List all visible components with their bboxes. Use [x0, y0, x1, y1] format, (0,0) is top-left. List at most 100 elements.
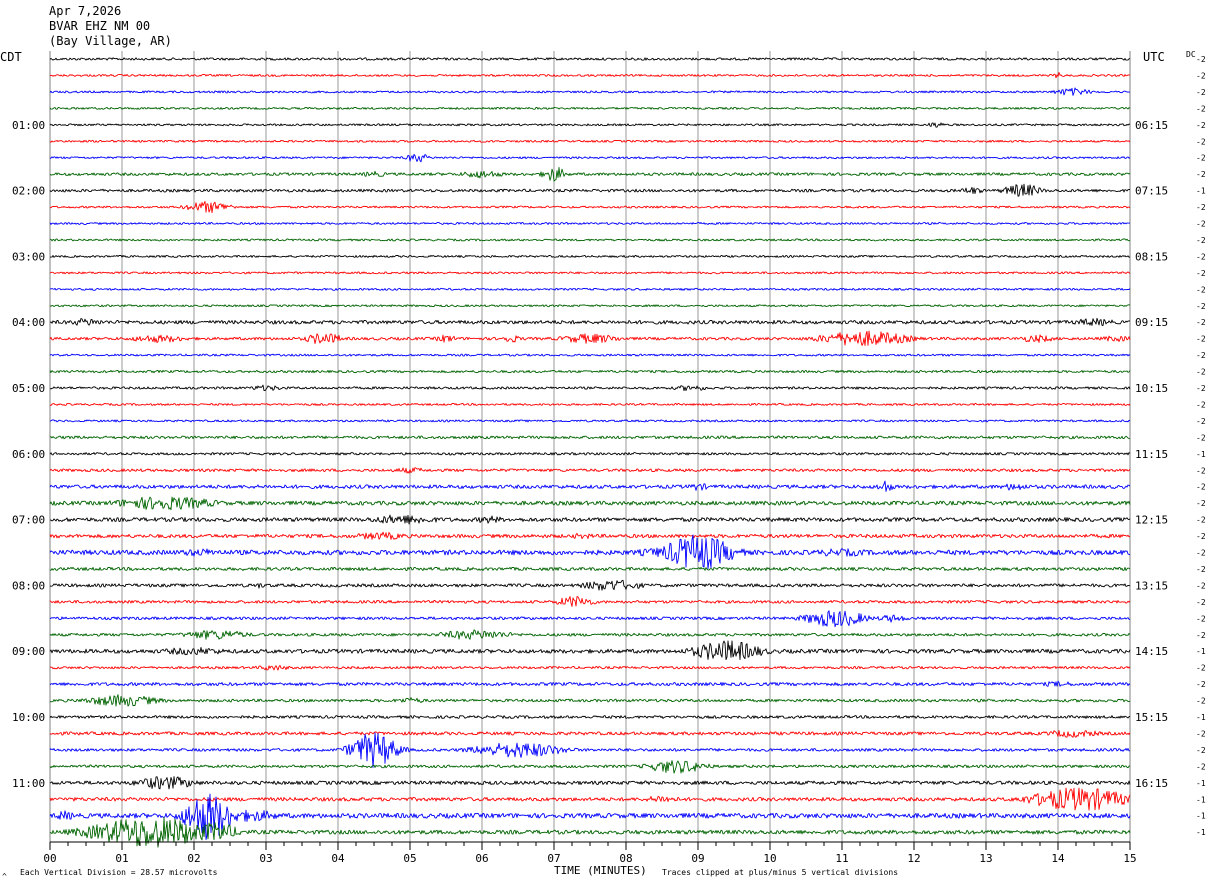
x-tick-label: 10 — [763, 852, 776, 865]
dc-offset-value: -2 — [1196, 384, 1206, 393]
dc-offset-header: DC — [1186, 50, 1196, 59]
trace-row-30 — [49, 534, 1131, 570]
dc-offset-value: -2 — [1196, 302, 1206, 311]
trace-row-8 — [49, 183, 1130, 197]
dc-offset-value: -2 — [1196, 318, 1206, 327]
dc-offset-value: -2 — [1196, 154, 1206, 163]
dc-offset-value: -2 — [1196, 516, 1206, 525]
dc-offset-value: -2 — [1196, 729, 1206, 738]
dc-offset-value: -2 — [1196, 549, 1206, 558]
x-tick-label: 04 — [331, 852, 345, 865]
right-hour-label: 10:15 — [1135, 382, 1168, 395]
right-hour-label: 13:15 — [1135, 579, 1168, 592]
dc-offset-value: -2 — [1196, 137, 1206, 146]
right-hour-label: 15:15 — [1135, 711, 1168, 724]
x-tick-label: 00 — [43, 852, 56, 865]
right-timezone-label: UTC — [1143, 50, 1165, 64]
trace-row-42 — [49, 732, 1131, 768]
left-hour-label: 01:00 — [12, 119, 45, 132]
trace-row-31 — [49, 566, 1131, 571]
dc-offset-labels: -2 -2 -2 -2 -2 -2 -2 -2 -1 -2 -2 -2 -2 -2 -2 -2 -2 -2 -2 -2… — [1196, 55, 1206, 837]
dc-offset-value: -2 — [1196, 664, 1206, 673]
trace-row-47 — [49, 817, 1131, 848]
dc-offset-value: -2 — [1196, 236, 1206, 245]
left-hour-label: 04:00 — [12, 316, 45, 329]
left-hour-label: 02:00 — [12, 185, 45, 198]
scale-note: Each Vertical Division = 28.57 microvolt… — [20, 868, 218, 877]
dc-offset-value: -2 — [1196, 598, 1206, 607]
dc-offset-value: -2 — [1196, 466, 1206, 475]
trace-row-37 — [49, 664, 1131, 671]
x-tick-label: 11 — [835, 852, 848, 865]
dc-offset-value: -2 — [1196, 121, 1206, 130]
trace-row-2 — [49, 87, 1130, 96]
x-tick-label: 07 — [547, 852, 560, 865]
dc-offset-value: -2 — [1196, 335, 1206, 344]
trace-row-32 — [49, 579, 1131, 591]
trace-row-21 — [49, 403, 1131, 406]
footer-mark: ^ — [2, 872, 7, 881]
x-tick-label: 13 — [979, 852, 992, 865]
dc-offset-value: -2 — [1196, 285, 1206, 294]
plot-date: Apr 7,2026 — [49, 4, 121, 18]
trace-row-28 — [49, 514, 1131, 525]
dc-offset-value: -2 — [1196, 203, 1206, 212]
trace-row-5 — [49, 139, 1131, 143]
right-hour-label: 09:15 — [1135, 316, 1168, 329]
trace-row-24 — [49, 452, 1131, 456]
trace-row-38 — [49, 680, 1131, 687]
dc-offset-value: -2 — [1196, 581, 1206, 590]
x-tick-label: 03 — [259, 852, 272, 865]
x-tick-label: 09 — [691, 852, 704, 865]
trace-row-29 — [49, 531, 1131, 540]
trace-row-1 — [49, 72, 1131, 79]
trace-row-13 — [49, 271, 1131, 275]
trace-row-9 — [49, 200, 1131, 214]
dc-offset-value: -2 — [1196, 417, 1206, 426]
x-axis-title: TIME (MINUTES) — [554, 864, 647, 877]
trace-row-7 — [49, 167, 1131, 182]
trace-row-41 — [49, 730, 1131, 738]
trace-row-10 — [49, 222, 1131, 225]
right-hour-label: 16:15 — [1135, 777, 1168, 790]
trace-row-14 — [49, 287, 1131, 291]
left-hour-label: 09:00 — [12, 645, 45, 658]
x-tick-label: 08 — [619, 852, 632, 865]
dc-offset-value: -2 — [1196, 483, 1206, 492]
dc-offset-value: -2 — [1196, 220, 1206, 229]
trace-row-4 — [49, 122, 1131, 128]
dc-offset-value: -1 — [1196, 713, 1206, 722]
trace-row-22 — [49, 419, 1131, 423]
left-timezone-label: CDT — [0, 50, 22, 64]
x-tick-label: 01 — [115, 852, 128, 865]
trace-row-12 — [50, 254, 1131, 258]
left-hour-label: 11:00 — [12, 777, 45, 790]
trace-row-18 — [49, 353, 1131, 357]
trace-row-27 — [49, 496, 1131, 511]
dc-offset-value: -2 — [1196, 55, 1206, 64]
trace-row-46 — [49, 793, 1131, 840]
right-hour-label: 12:15 — [1135, 514, 1168, 527]
left-hour-labels: 01:00 02:00 03:00 04:00 05:00 06:00 07:00 08:00… — [12, 119, 45, 790]
dc-offset-value: -2 — [1196, 170, 1206, 179]
dc-offset-value: -1 — [1196, 187, 1206, 196]
station-location: (Bay Village, AR) — [49, 34, 172, 48]
trace-row-34 — [49, 610, 1131, 628]
clip-note: Traces clipped at plus/minus 5 vertical … — [662, 868, 898, 877]
left-hour-label: 03:00 — [12, 250, 45, 263]
dc-offset-value: -2 — [1196, 631, 1206, 640]
dc-offset-value: -2 — [1196, 269, 1206, 278]
trace-row-17 — [49, 330, 1131, 346]
trace-row-11 — [49, 238, 1131, 242]
dc-offset-value: -2 — [1196, 351, 1206, 360]
dc-offset-value: -2 — [1196, 614, 1206, 623]
trace-row-19 — [49, 369, 1131, 374]
trace-row-23 — [49, 435, 1131, 440]
right-hour-label: 07:15 — [1135, 185, 1168, 198]
dc-offset-value: -2 — [1196, 400, 1206, 409]
trace-row-6 — [49, 153, 1131, 163]
trace-row-45 — [49, 787, 1131, 811]
dc-offset-value: -2 — [1196, 565, 1206, 574]
x-tick-label: 15 — [1123, 852, 1136, 865]
